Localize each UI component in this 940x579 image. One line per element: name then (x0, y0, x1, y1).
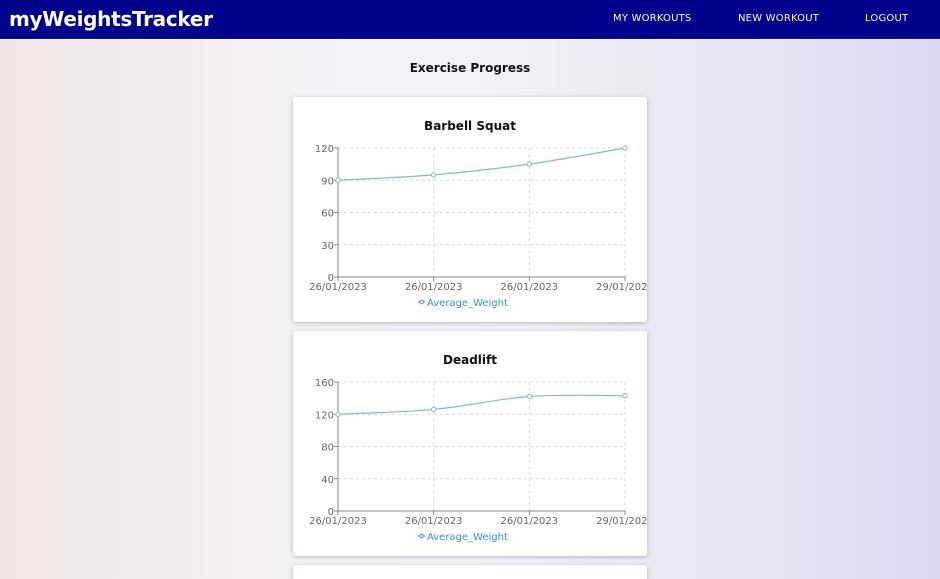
x-tick-label: 26/01/2023 (405, 516, 463, 527)
data-point[interactable] (526, 161, 533, 167)
data-point[interactable] (622, 145, 628, 151)
y-tick-label: 0 (328, 273, 334, 284)
app-brand[interactable]: myWeightsTracker (9, 7, 213, 31)
chart-card-partial (293, 565, 647, 579)
series-line (337, 147, 626, 181)
data-point[interactable] (622, 393, 628, 399)
y-tick-label: 80 (321, 443, 334, 454)
data-point[interactable] (430, 172, 437, 178)
nav-new-workout[interactable]: NEW WORKOUT (738, 13, 820, 24)
x-tick-label: 26/01/2023 (405, 282, 463, 293)
legend[interactable]: Average_Weight (418, 532, 508, 543)
legend-marker-icon (419, 299, 424, 305)
navbar: myWeightsTracker MY WORKOUTS NEW WORKOUT… (0, 0, 940, 39)
x-tick-label: 26/01/2023 (501, 516, 559, 527)
x-tick-label: 26/01/2023 (309, 282, 367, 293)
chart-card-barbell-squat: Barbell Squat 0 30 60 90 120 26/01/2023 26/01/… (293, 97, 647, 322)
y-tick-label: 30 (321, 241, 334, 252)
legend-label: Average_Weight (427, 532, 508, 543)
series-line (337, 394, 626, 415)
data-point[interactable] (335, 177, 341, 183)
x-tick-label: 29/01/2023 (596, 282, 647, 293)
y-tick-label: 0 (328, 507, 334, 518)
data-point[interactable] (335, 411, 341, 417)
legend-label: Average_Weight (427, 298, 508, 309)
chart-title: Deadlift (443, 353, 497, 367)
chart-svg: 0 40 80 120 160 26/01/2023 26/01/2023 26/01/202… (309, 378, 647, 543)
nav-my-workouts[interactable]: MY WORKOUTS (613, 13, 692, 24)
y-tick-label: 90 (321, 176, 334, 187)
nav-logout[interactable]: LOGOUT (865, 13, 909, 24)
y-tick-label: 60 (321, 209, 334, 220)
chart-card-deadlift: Deadlift 0 40 80 120 160 26/01/2023 26/01/2023… (293, 331, 647, 556)
x-tick-label: 26/01/2023 (501, 282, 559, 293)
y-tick-label: 40 (321, 475, 334, 486)
x-tick-label: 29/01/2023 (596, 516, 647, 527)
x-tick-label: 26/01/2023 (309, 516, 367, 527)
page-title: Exercise Progress (409, 61, 531, 75)
chart-svg: 0 30 60 90 120 26/01/2023 26/01/2023 26/01/2023… (309, 144, 647, 309)
y-tick-label: 120 (315, 410, 334, 421)
y-tick-label: 120 (315, 144, 334, 155)
legend-marker-icon (419, 533, 424, 539)
data-point[interactable] (430, 406, 437, 413)
data-point[interactable] (526, 393, 533, 400)
chart-title: Barbell Squat (424, 119, 516, 133)
y-tick-label: 160 (315, 378, 334, 389)
legend[interactable]: Average_Weight (418, 298, 508, 309)
